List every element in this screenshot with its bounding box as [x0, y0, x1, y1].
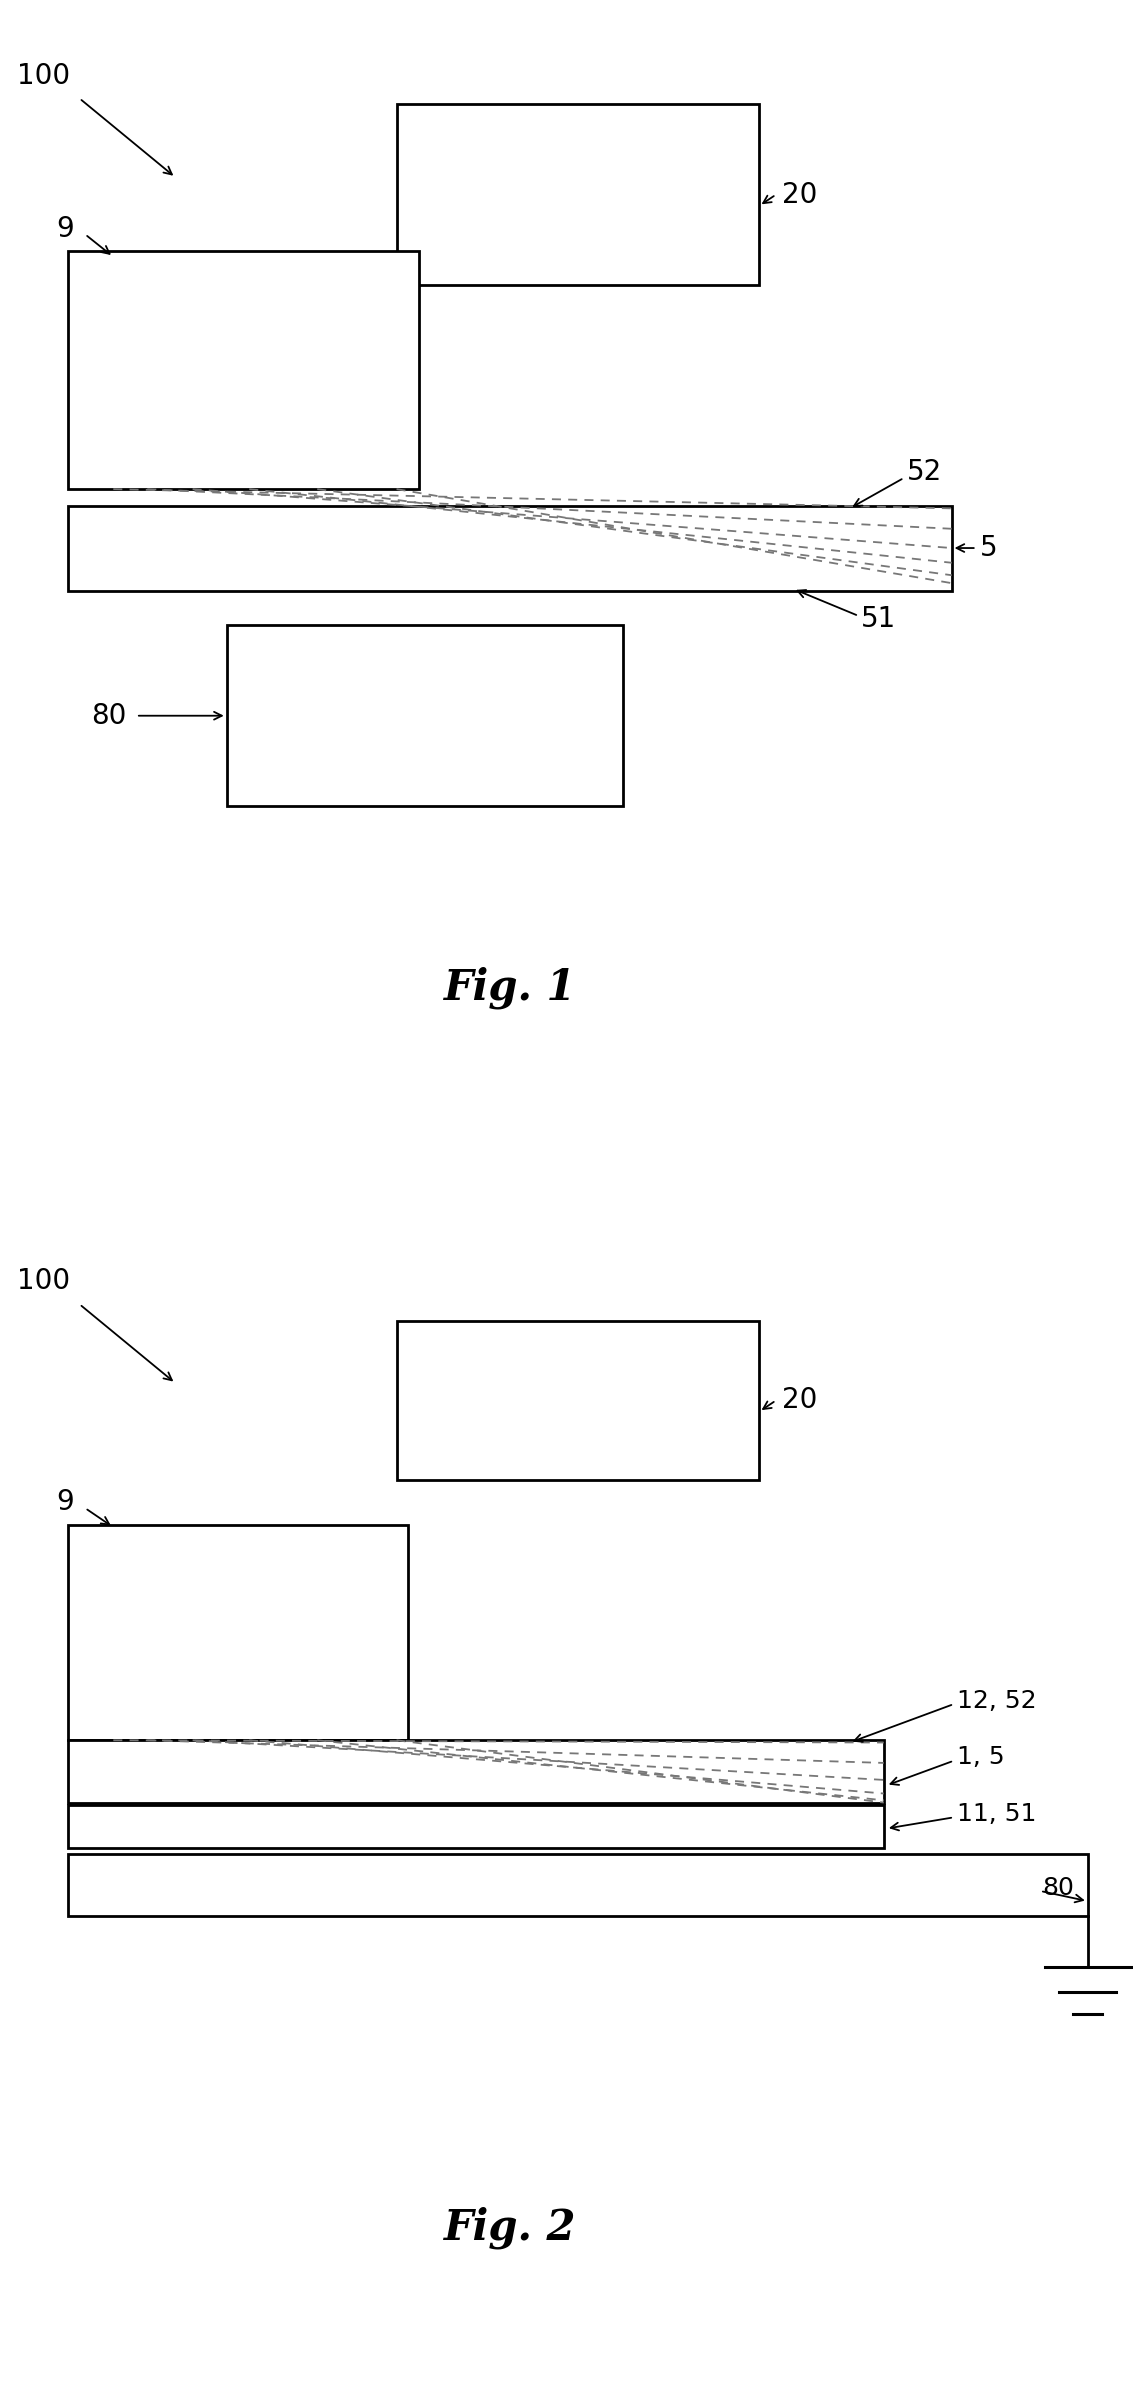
Text: 12, 52: 12, 52 [957, 1688, 1037, 1712]
Text: 100: 100 [17, 1268, 70, 1294]
Text: 52: 52 [906, 458, 942, 487]
Bar [397, 105, 759, 284]
Text: 20: 20 [782, 181, 817, 208]
Text: Fig. 2: Fig. 2 [444, 2207, 576, 2249]
Bar [68, 1741, 884, 1803]
Bar [68, 251, 419, 490]
Text: 11, 51: 11, 51 [957, 1803, 1037, 1827]
Bar [68, 506, 952, 592]
Bar [68, 1805, 884, 1848]
Text: 80: 80 [1042, 1875, 1074, 1898]
Bar [227, 626, 623, 807]
Bar [68, 1853, 1088, 1915]
Text: 80: 80 [91, 702, 126, 731]
Text: 9: 9 [57, 1488, 75, 1516]
Text: 1, 5: 1, 5 [957, 1746, 1005, 1770]
Bar [397, 1321, 759, 1481]
Bar [68, 1526, 408, 1741]
Text: 9: 9 [57, 215, 75, 244]
Text: 5: 5 [980, 535, 998, 561]
Text: 100: 100 [17, 62, 70, 91]
Text: 20: 20 [782, 1387, 817, 1414]
Text: Fig. 1: Fig. 1 [444, 967, 576, 1008]
Text: 51: 51 [861, 607, 896, 633]
